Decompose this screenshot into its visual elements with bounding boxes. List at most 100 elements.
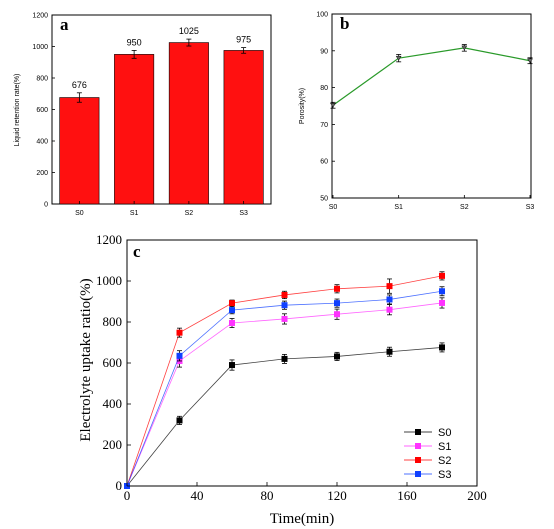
panel-c-legend-label: S2 — [438, 455, 451, 467]
panel-c-y-ticks: 0 200 400 600 800 1000 1200 — [96, 232, 131, 493]
panel-c-point-s2 — [281, 291, 288, 298]
panel-c-x-tick-label: 0 — [124, 488, 131, 503]
panel-a-y-tick-label: 0 — [44, 202, 48, 209]
panel-c-y-tick-label: 400 — [103, 396, 123, 411]
panel-c-x-tick-label: 200 — [467, 488, 487, 503]
panel-c-x-tick-label: 40 — [191, 488, 204, 503]
panel-a-x-tick-label: S3 — [239, 210, 248, 217]
panel-c-x-tick-label: 160 — [397, 488, 417, 503]
panel-c-x-tick-label: 80 — [261, 488, 274, 503]
panel-b-x-tick-label: S2 — [460, 204, 469, 211]
panel-b: b 50 60 70 80 90 100 S0 S1 S2 S3 Porosity(%) — [299, 12, 534, 212]
panel-b-y-ticks: 50 60 70 80 90 100 — [316, 12, 335, 203]
panel-c-x-ticks: 0 40 80 120 160 200 — [124, 482, 487, 503]
panel-a-bar — [114, 54, 155, 205]
panel-c: c 0 200 400 600 800 1000 1200 0 40 80 120 160 200 E… — [78, 232, 487, 527]
panel-c-x-axis-label: Time(min) — [270, 511, 334, 527]
panel-b-frame — [331, 13, 532, 199]
panel-a-bar — [168, 42, 209, 205]
panel-a-y-tick-label: 400 — [36, 139, 48, 146]
panel-c-point-s0 — [439, 344, 445, 351]
panel-c-point-s3 — [229, 307, 235, 314]
panel-c-point-s1 — [229, 320, 235, 327]
panel-c-point-s3 — [386, 296, 393, 303]
panel-b-point — [461, 45, 468, 51]
panel-c-point-s2 — [439, 272, 445, 279]
panel-c-point-s3 — [281, 302, 288, 309]
panel-c-point-s0 — [176, 417, 183, 424]
panel-c-point-s3 — [334, 300, 340, 307]
panel-c-point-s0 — [386, 348, 393, 355]
panel-a-y-tick-label: 200 — [36, 170, 48, 177]
panel-c-point-s2 — [229, 300, 235, 307]
panel-a-x-tick-label: S2 — [185, 210, 194, 217]
panel-b-point — [395, 55, 402, 61]
panel-a-x-ticks: S0 S1 S2 S3 — [75, 201, 248, 217]
panel-b-series-line — [332, 47, 531, 106]
panel-b-x-tick-label: S0 — [329, 204, 338, 211]
panel-a-y-tick-label: 600 — [36, 107, 48, 114]
panel-a-x-tick-label: S1 — [130, 210, 139, 217]
panel-c-x-tick-label: 120 — [327, 488, 347, 503]
panel-c-series-line-s1 — [126, 302, 443, 487]
panel-a-y-axis-label: Liquid retention rate(%) — [14, 74, 21, 147]
panel-c-point-s0 — [281, 355, 288, 362]
panel-c-plot — [124, 271, 445, 489]
panel-b-y-tick-label: 50 — [320, 196, 328, 203]
panel-c-point-s3 — [176, 352, 183, 359]
panel-c-legend-marker — [415, 457, 421, 463]
panel-c-y-tick-label: 800 — [103, 314, 123, 329]
panel-c-legend-label: S3 — [438, 469, 451, 481]
panel-b-y-tick-label: 60 — [320, 159, 328, 166]
panel-b-y-tick-label: 80 — [320, 85, 328, 92]
panel-a-bar — [59, 97, 100, 205]
panel-c-point-s2 — [386, 283, 393, 290]
panel-c-point-s1 — [439, 299, 445, 306]
panel-a-data-label: 950 — [127, 37, 142, 47]
panel-b-y-tick-label: 100 — [316, 12, 328, 19]
panel-b-y-tick-label: 90 — [320, 48, 328, 55]
panel-a-y-ticks: 0 200 400 600 800 1000 1200 — [32, 13, 55, 209]
panel-a-data-label: 1025 — [179, 26, 199, 36]
panel-a-letter: a — [60, 15, 69, 34]
panel-c-legend-marker — [415, 471, 421, 477]
panel-b-x-tick-label: S3 — [526, 204, 535, 211]
panel-a-y-tick-label: 1200 — [32, 13, 48, 20]
panel-c-y-tick-label: 200 — [103, 437, 123, 452]
panel-b-y-tick-label: 70 — [320, 122, 328, 129]
panel-c-y-axis-label: Electrolyte uptake ratio(%) — [78, 278, 94, 441]
panel-b-letter: b — [340, 14, 349, 33]
panel-a-y-tick-label: 1000 — [32, 44, 48, 51]
panel-c-y-tick-label: 600 — [103, 355, 123, 370]
panel-b-plot — [330, 44, 533, 109]
panel-c-point-s2 — [176, 329, 183, 336]
panel-c-legend-label: S1 — [438, 441, 451, 453]
panel-c-point-s1 — [334, 311, 340, 318]
panel-b-y-axis-label: Porosity(%) — [299, 88, 306, 124]
panel-c-legend: S0 S1 S2 S3 — [404, 427, 451, 481]
panel-c-point-s0 — [229, 362, 235, 369]
panel-c-point-s2 — [334, 285, 340, 292]
panel-c-legend-label: S0 — [438, 427, 451, 439]
panel-c-y-tick-label: 0 — [116, 478, 123, 493]
panel-c-y-tick-label: 1200 — [96, 232, 122, 247]
panel-c-legend-marker — [415, 443, 421, 449]
panel-a: a 676 950 1025 975 0 200 400 600 800 1000 1200 S0… — [14, 13, 272, 217]
panel-c-point-s0 — [334, 353, 340, 360]
panel-c-y-tick-label: 1000 — [96, 273, 122, 288]
panel-a-bars: 676 950 1025 975 — [59, 26, 264, 205]
panel-a-y-tick-label: 800 — [36, 76, 48, 83]
panel-a-bar — [223, 50, 264, 205]
panel-a-data-label: 975 — [236, 35, 251, 45]
panel-b-point — [330, 103, 336, 108]
panel-b-x-ticks: S0 S1 S2 S3 — [329, 195, 535, 211]
panel-a-x-tick-label: S0 — [75, 210, 84, 217]
panel-c-point-s1 — [386, 306, 393, 313]
panel-c-letter: c — [133, 242, 141, 261]
panel-c-legend-marker — [415, 429, 421, 435]
panel-b-point — [527, 58, 533, 64]
panel-c-point-s3 — [439, 288, 445, 295]
panel-a-data-label: 676 — [72, 80, 87, 90]
panel-b-x-tick-label: S1 — [394, 204, 403, 211]
panel-c-point-s1 — [281, 315, 288, 322]
